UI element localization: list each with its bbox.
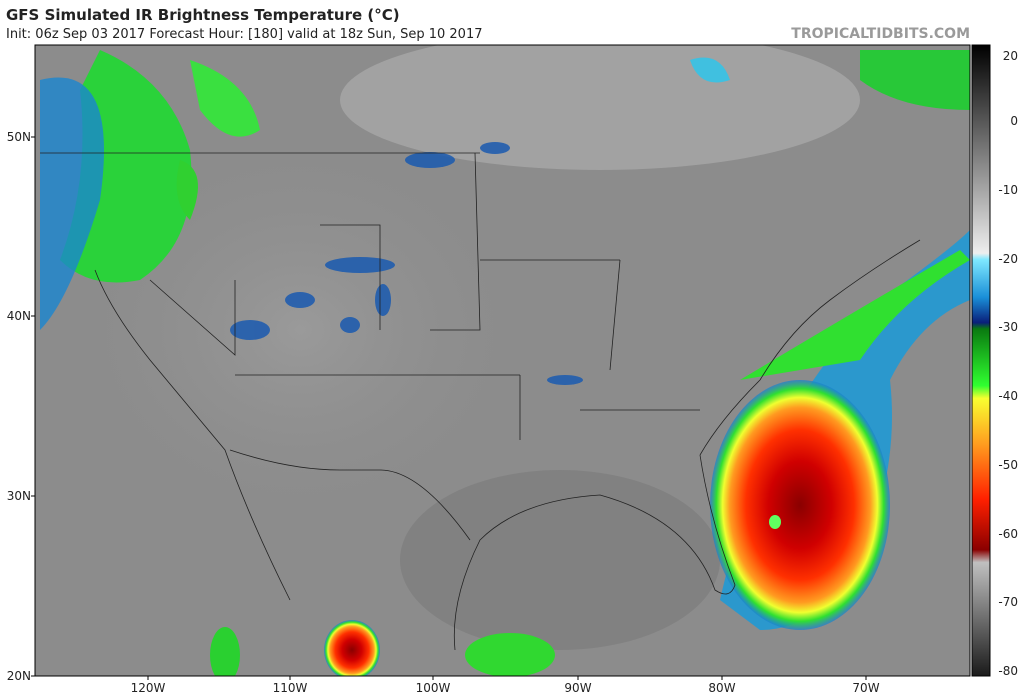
colorbar-label: -70	[998, 595, 1018, 609]
lat-label: 50N	[7, 130, 31, 144]
colorbar	[971, 44, 991, 677]
labels: 50N 40N 30N 20N 120W 110W 100W 90W 80W 70W 20 0 -10 -…	[7, 49, 1018, 695]
lat-label: 40N	[7, 309, 31, 323]
lat-label: 30N	[7, 489, 31, 503]
lon-label: 120W	[131, 681, 166, 695]
colorbar-label: -10	[998, 183, 1018, 197]
colorbar-label: -50	[998, 458, 1018, 472]
subtitle: Init: 06z Sep 03 2017 Forecast Hour: [18…	[6, 27, 483, 42]
colorbar-label: -60	[998, 527, 1018, 541]
site-credit: TROPICALTIDBITS.COM	[791, 26, 970, 42]
lon-label: 90W	[564, 681, 591, 695]
colorbar-label: 20	[1003, 49, 1018, 63]
lon-label: 70W	[852, 681, 879, 695]
lon-label: 80W	[708, 681, 735, 695]
lon-label: 100W	[416, 681, 451, 695]
colorbar-label: -30	[998, 320, 1018, 334]
title: GFS Simulated IR Brightness Temperature …	[6, 6, 400, 24]
ir-map	[35, 45, 970, 676]
colorbar-label: -20	[998, 252, 1018, 266]
lat-label: 20N	[7, 669, 31, 683]
lon-label: 110W	[273, 681, 308, 695]
colorbar-label: -40	[998, 389, 1018, 403]
colorbar-label: -80	[998, 664, 1018, 678]
colorbar-label: 0	[1010, 114, 1018, 128]
map-frame	[34, 44, 971, 677]
